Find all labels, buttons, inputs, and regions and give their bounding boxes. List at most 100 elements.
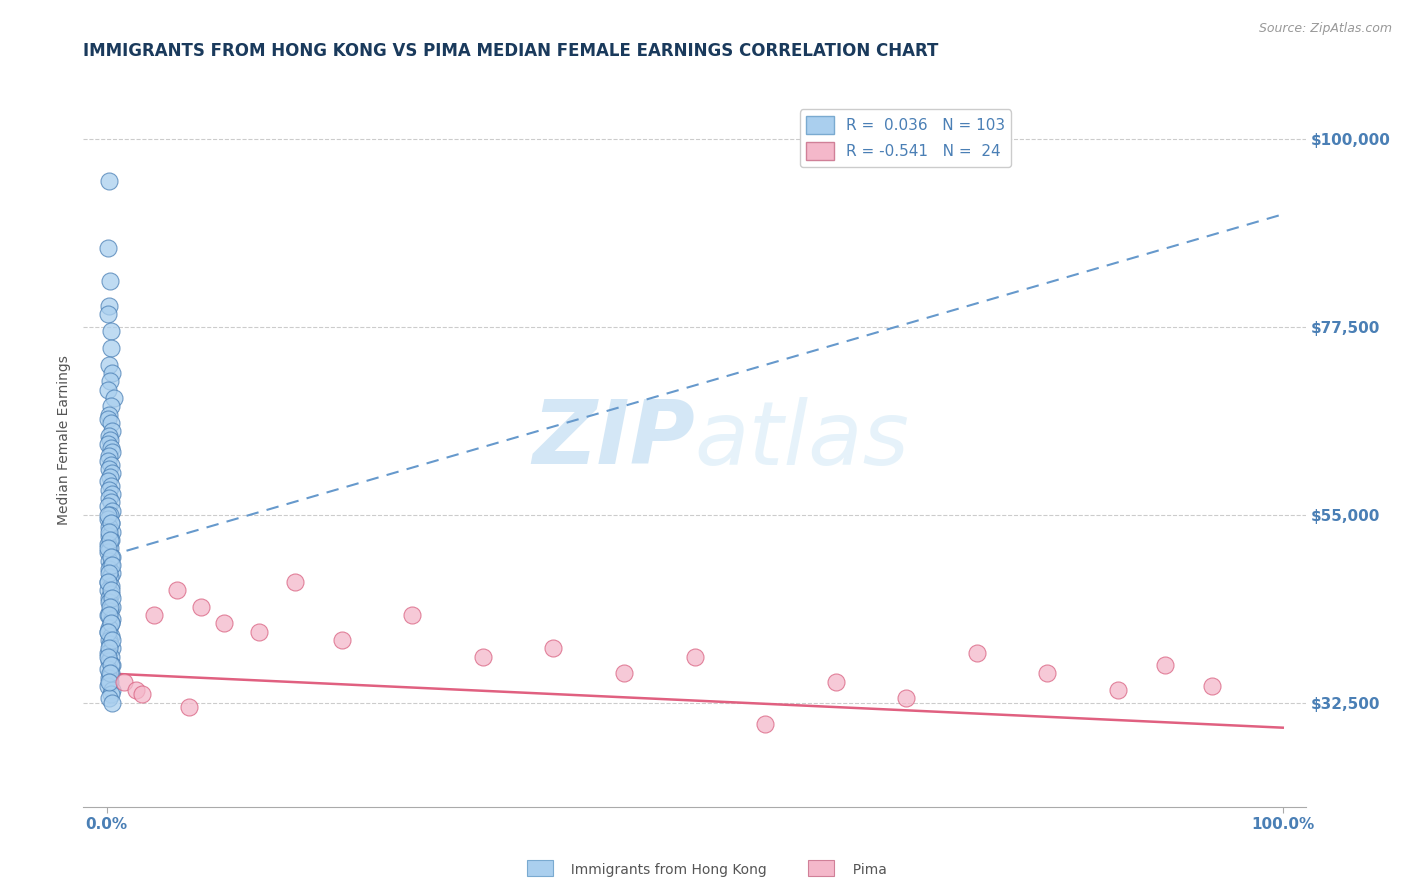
Point (98, 620, 121, 634)
Point (100, 579, 122, 593)
Point (98, 470, 121, 484)
Point (101, 524, 124, 539)
Point (101, 658, 124, 673)
Point (100, 400, 122, 414)
Point (98, 299, 121, 313)
Point (100, 616, 122, 631)
Point (100, 658, 122, 673)
Point (97, 174, 120, 188)
Point (98, 570, 121, 584)
Point (97, 649, 120, 664)
Point (101, 696, 124, 710)
Point (97, 674, 120, 689)
Point (97, 671, 120, 685)
Point (1201, 679, 1223, 693)
Point (97, 562, 120, 576)
Point (97, 462, 120, 476)
Point (98, 654, 121, 668)
Legend: R =  0.036   N = 103, R = -0.541   N =  24: R = 0.036 N = 103, R = -0.541 N = 24 (800, 110, 1011, 167)
Point (97, 574, 120, 589)
Point (613, 666, 636, 681)
Y-axis label: Median Female Earnings: Median Female Earnings (58, 355, 72, 524)
Point (330, 633, 353, 648)
Point (131, 687, 153, 701)
Point (824, 674, 846, 689)
Point (177, 699, 200, 714)
Point (97, 412, 120, 426)
Point (98, 374, 121, 388)
Point (97, 453, 120, 467)
Point (471, 649, 494, 664)
Text: IMMIGRANTS FROM HONG KONG VS PIMA MEDIAN FEMALE EARNINGS CORRELATION CHART: IMMIGRANTS FROM HONG KONG VS PIMA MEDIAN… (83, 42, 938, 60)
Point (98, 666, 121, 681)
Point (100, 533, 122, 547)
Point (97, 595, 120, 609)
Point (166, 582, 188, 597)
Point (98, 274, 121, 288)
Point (1154, 658, 1177, 673)
Point (97, 512, 120, 526)
Point (100, 516, 122, 531)
Text: Pima: Pima (844, 863, 886, 877)
Point (101, 549, 124, 564)
Point (97, 428, 120, 442)
Point (98, 450, 121, 464)
Point (97, 491, 120, 505)
Point (101, 591, 124, 606)
Point (97, 437, 120, 451)
Point (97, 524, 120, 539)
Point (100, 629, 122, 643)
Point (100, 549, 122, 564)
Point (101, 366, 124, 380)
Point (401, 607, 423, 622)
Point (112, 674, 135, 689)
Point (100, 441, 122, 455)
Point (97, 358, 120, 372)
Point (97, 582, 120, 597)
Point (101, 612, 124, 626)
Point (101, 599, 124, 614)
Point (97, 624, 120, 639)
Point (1036, 666, 1059, 681)
Point (97, 679, 120, 693)
Point (97, 607, 120, 622)
Point (1107, 683, 1129, 698)
Point (100, 458, 122, 472)
Point (543, 641, 565, 656)
Point (98, 408, 121, 422)
Point (100, 324, 122, 338)
Point (98, 533, 121, 547)
Text: Immigrants from Hong Kong: Immigrants from Hong Kong (562, 863, 768, 877)
Point (97, 574, 120, 589)
Point (284, 574, 307, 589)
Point (100, 687, 122, 701)
Point (98, 591, 121, 606)
Point (101, 641, 124, 656)
Point (101, 466, 124, 480)
Point (98, 691, 121, 706)
Point (683, 649, 706, 664)
Point (100, 587, 122, 601)
Point (101, 425, 124, 439)
Point (100, 616, 122, 631)
Text: atlas: atlas (695, 397, 910, 483)
Point (100, 582, 122, 597)
Point (97, 607, 120, 622)
Point (98, 641, 121, 656)
Point (97, 308, 120, 322)
Point (98, 674, 121, 689)
Point (97, 545, 120, 559)
Point (97, 633, 120, 648)
Text: ZIP: ZIP (531, 396, 695, 483)
Point (98, 566, 121, 581)
Point (97, 541, 120, 556)
Point (101, 566, 124, 581)
Point (97, 662, 120, 676)
Point (101, 503, 124, 517)
Point (98, 554, 121, 568)
Point (100, 666, 122, 681)
Point (101, 558, 124, 572)
Point (97, 508, 120, 522)
Point (97, 383, 120, 397)
Point (966, 646, 988, 660)
